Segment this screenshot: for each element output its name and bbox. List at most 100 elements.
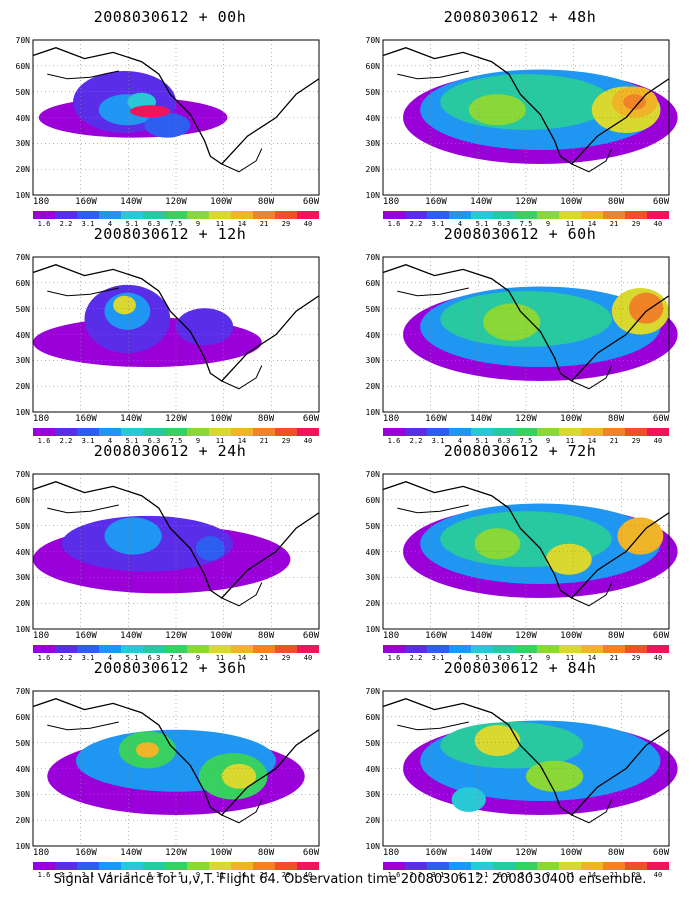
colorbar-label: 29 (281, 654, 291, 662)
map-panel-60h: 2008030612 + 60h 70N 60N 50N 40N 30N 20N 10N 18… (350, 225, 690, 445)
colorbar-swatch (427, 428, 449, 436)
colorbar-swatch (625, 862, 647, 870)
latitude-label: 70N (15, 470, 30, 479)
latitude-label: 30N (365, 790, 380, 800)
colorbar-label: 4 (457, 654, 463, 662)
colorbar-label: 3.1 (431, 220, 445, 228)
colorbar-label: 5.1 (125, 437, 139, 445)
panel-title: 2008030612 + 72h (443, 442, 597, 460)
contour-layer (403, 69, 678, 164)
longitude-label: 100W (210, 197, 232, 207)
longitude-label: 100W (560, 848, 582, 858)
variance-map (382, 39, 678, 196)
colorbar-swatch (99, 645, 121, 653)
colorbar-swatch (647, 211, 669, 219)
colorbar-label: 21 (259, 871, 269, 879)
longitude-label: 120W (515, 414, 537, 424)
colorbar-swatch (33, 862, 55, 870)
colorbar-label: 9 (195, 654, 201, 662)
variance-contour (440, 74, 612, 130)
longitude-label: 160W (75, 631, 97, 641)
colorbar-label: 5.1 (475, 220, 489, 228)
map-panel-00h: 2008030612 + 00h 70N 60N 50N 40N 30N 20N 10N 18… (0, 8, 340, 228)
longitude-label: 140W (120, 197, 142, 207)
variance-contour (176, 308, 234, 346)
latitude-label: 70N (15, 687, 30, 696)
colorbar-label: 29 (281, 871, 291, 879)
colorbar-swatch (77, 862, 99, 870)
colorbar-label: 21 (259, 437, 269, 445)
colorbar-swatch (121, 211, 143, 219)
colorbar-label: 1.6 (387, 437, 401, 445)
colorbar-swatch (559, 211, 581, 219)
map-border (32, 473, 320, 630)
longitude-label: 120W (165, 414, 187, 424)
latitude-label: 10N (365, 625, 380, 634)
longitude-label: 180 (32, 848, 50, 858)
variance-map (382, 473, 678, 630)
colorbar-label: 3.1 (431, 654, 445, 662)
colorbar-swatch (55, 645, 77, 653)
colorbar-swatch (297, 428, 319, 436)
contour-layer (403, 503, 678, 598)
panel-title: 2008030612 + 12h (93, 225, 247, 243)
colorbar-label: 7.5 (519, 437, 533, 445)
latitude-label: 30N (365, 356, 380, 366)
colorbar-swatch (143, 428, 165, 436)
colorbar-swatch (427, 645, 449, 653)
colorbar-swatch (253, 645, 275, 653)
map-panel-12h: 2008030612 + 12h 70N 60N 50N 40N 30N 20N 10N 18… (0, 225, 340, 445)
colorbar-label: 9 (545, 871, 551, 879)
map-panel-24h: 2008030612 + 24h 70N 60N 50N 40N 30N 20N 10N 18… (0, 442, 340, 662)
aleutian-coastline (397, 70, 469, 80)
coastline (382, 47, 670, 165)
map-border (382, 690, 670, 847)
variance-contour (617, 517, 664, 555)
colorbar-label: 2.2 (59, 654, 73, 662)
latitude-label: 30N (15, 790, 30, 800)
latitude-label: 50N (365, 521, 380, 531)
colorbar-swatch (121, 862, 143, 870)
map-panel-84h: 2008030612 + 84h 70N 60N 50N 40N 30N 20N 10N 18… (350, 659, 690, 879)
latitude-label: 70N (365, 253, 380, 262)
colorbar-swatch (383, 862, 405, 870)
variance-map (32, 39, 320, 196)
colorbar-swatch (405, 211, 427, 219)
longitude-label: 100W (560, 414, 582, 424)
contour-layer (32, 284, 262, 368)
colorbar-swatch (471, 645, 493, 653)
colorbar-swatch (253, 862, 275, 870)
longitude-label: 120W (515, 197, 537, 207)
colorbar-swatch (99, 211, 121, 219)
colorbar-label: 4 (107, 871, 113, 879)
map-border (382, 39, 670, 196)
contour-layer (33, 515, 291, 594)
colorbar (33, 428, 319, 436)
coastline (32, 264, 320, 382)
coastline (382, 264, 670, 382)
colorbar-label: 1.6 (37, 654, 51, 662)
latitude-label: 10N (15, 625, 30, 634)
longitude-label: 80W (257, 414, 275, 424)
colorbar-swatch (625, 428, 647, 436)
gulf-coastline (571, 365, 613, 390)
aleutian-coastline (397, 287, 469, 297)
variance-contour (474, 528, 521, 560)
colorbar-swatch (297, 211, 319, 219)
longitude-label: 160W (425, 631, 447, 641)
latitude-label: 30N (365, 139, 380, 149)
colorbar-label: 9 (195, 871, 201, 879)
longitude-label: 160W (425, 414, 447, 424)
latitude-label: 20N (15, 382, 30, 392)
colorbar-label: 3.1 (431, 871, 445, 879)
latitude-label: 50N (15, 738, 30, 748)
colorbar-swatch (143, 211, 165, 219)
figure-caption: Signal Variance for u,v,T. Flight 64. Ob… (53, 872, 647, 887)
colorbar-swatch (383, 428, 405, 436)
longitude-label: 140W (120, 414, 142, 424)
colorbar (383, 211, 669, 219)
colorbar-label: 9 (195, 220, 201, 228)
colorbar-swatch (55, 428, 77, 436)
colorbar-swatch (165, 428, 187, 436)
longitude-label: 180 (32, 631, 50, 641)
